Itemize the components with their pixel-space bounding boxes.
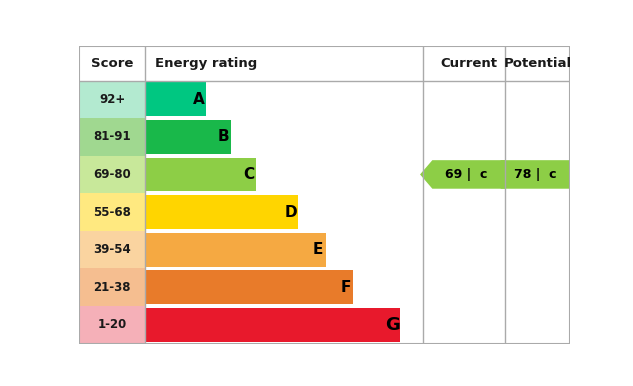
Text: 1-20: 1-20 (97, 318, 127, 331)
Text: Current: Current (441, 57, 498, 70)
Text: 55-68: 55-68 (93, 205, 131, 218)
Text: A: A (193, 92, 205, 107)
Bar (146, 308, 400, 342)
Bar (79, 306, 146, 344)
Bar (79, 81, 146, 118)
Bar (79, 193, 146, 231)
Text: 39-54: 39-54 (93, 243, 131, 256)
Bar (146, 157, 256, 191)
Text: 69-80: 69-80 (93, 168, 131, 181)
Text: 69 |  c: 69 | c (446, 168, 488, 181)
Bar (146, 270, 353, 304)
Text: G: G (385, 316, 401, 334)
Text: B: B (218, 129, 230, 144)
Text: 81-91: 81-91 (94, 130, 131, 143)
Text: D: D (284, 205, 297, 220)
Text: E: E (313, 242, 323, 257)
Text: C: C (243, 167, 254, 182)
Text: Energy rating: Energy rating (155, 57, 258, 70)
Polygon shape (420, 160, 506, 189)
Bar (79, 231, 146, 268)
Bar (79, 156, 146, 193)
Text: F: F (341, 280, 351, 295)
Text: 78 |  c: 78 | c (514, 168, 556, 181)
Bar (79, 118, 146, 156)
Text: Potential: Potential (504, 57, 572, 70)
Text: 21-38: 21-38 (94, 281, 131, 294)
Bar (146, 82, 206, 116)
Bar (146, 195, 298, 229)
Bar (146, 120, 231, 154)
Polygon shape (489, 160, 575, 189)
Bar (79, 268, 146, 306)
Text: Score: Score (91, 57, 134, 70)
Text: 92+: 92+ (99, 93, 125, 106)
Bar (146, 233, 325, 266)
